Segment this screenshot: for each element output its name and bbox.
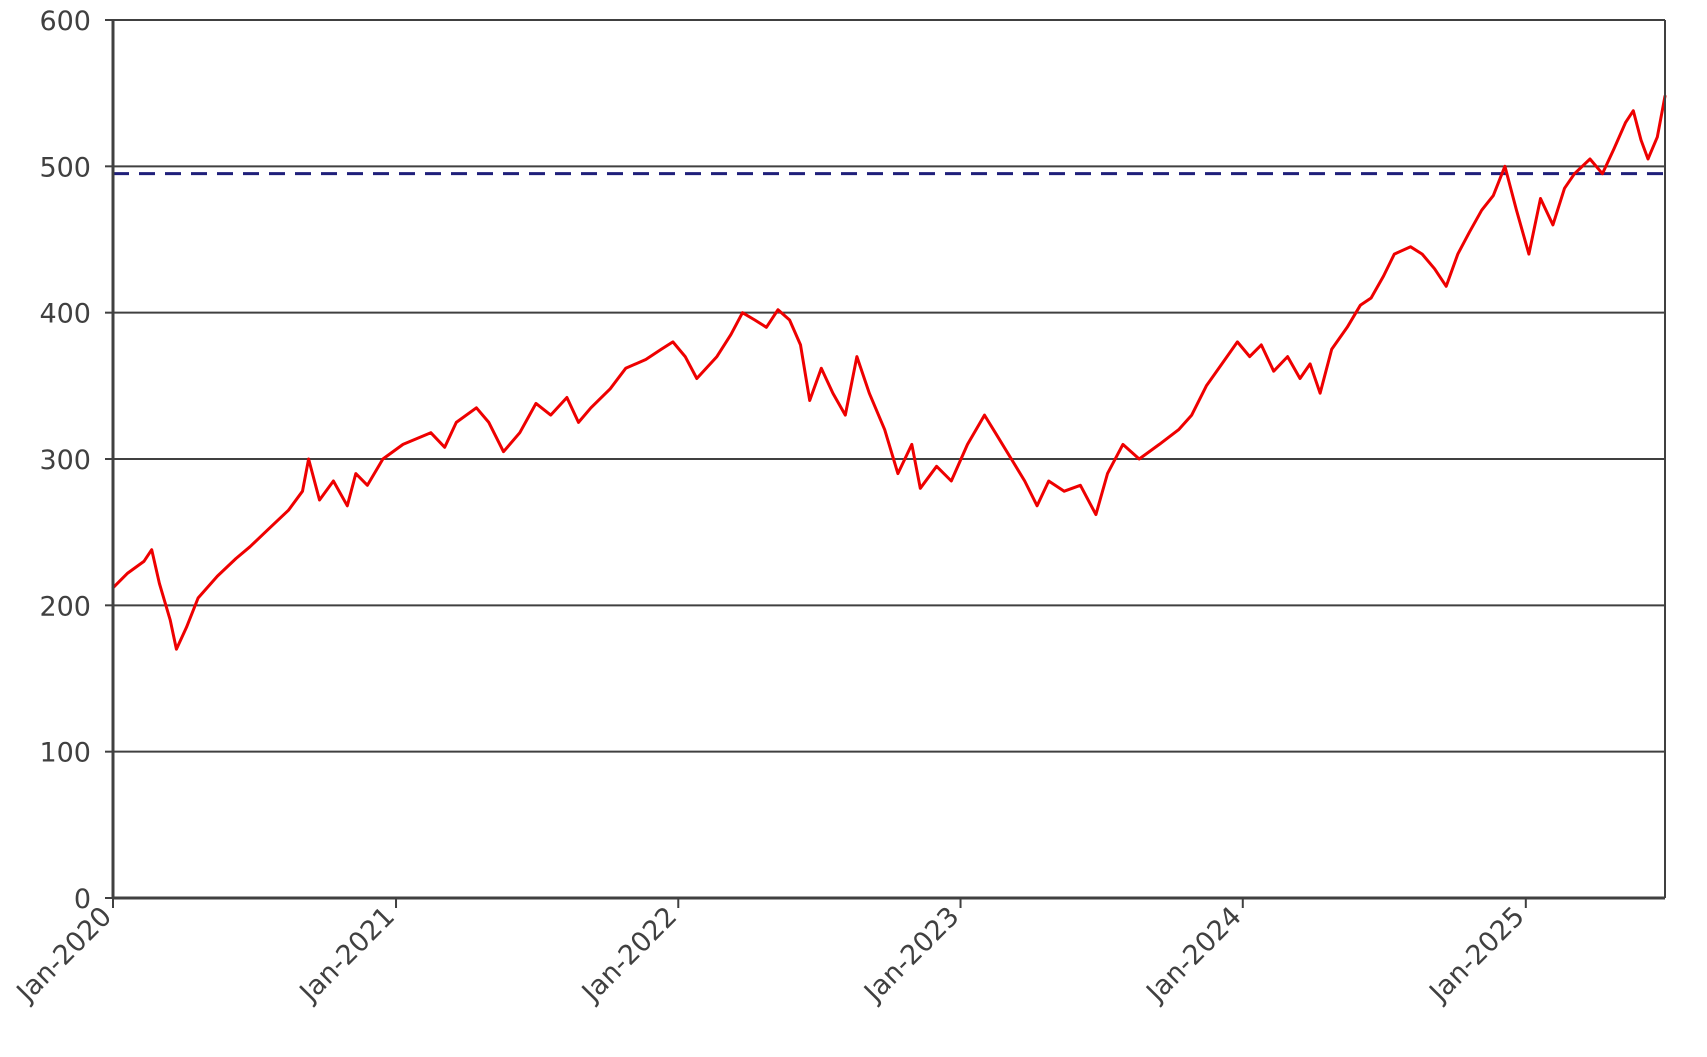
gridlines [113,19,1665,753]
y-tick-label-100: 100 [39,738,91,769]
x-tick-label-2: Jan-2022 [575,901,683,1009]
y-tick-label-300: 300 [39,445,91,476]
series-layer [111,94,1667,651]
y-tick-label-0: 0 [74,884,91,915]
y-tick-label-500: 500 [39,152,91,183]
x-tick-label-0: Jan-2020 [10,901,118,1009]
y-tick-label-400: 400 [39,299,91,330]
y-tick-label-600: 600 [39,6,91,37]
series-line-0 [111,94,1667,651]
x-tick-label-1: Jan-2021 [293,901,401,1009]
y-tick-label-200: 200 [39,591,91,622]
x-axis-tick-labels: Jan-2020 Jan-2021 Jan-2022 Jan-2023 Jan-2024… [10,898,1531,1009]
y-axis-tick-labels: 0 100 200 300 400 500 600 [39,6,113,915]
x-tick-label-3: Jan-2023 [857,901,965,1009]
x-tick-label-5: Jan-2025 [1423,901,1531,1009]
x-tick-label-4: Jan-2024 [1139,901,1247,1009]
